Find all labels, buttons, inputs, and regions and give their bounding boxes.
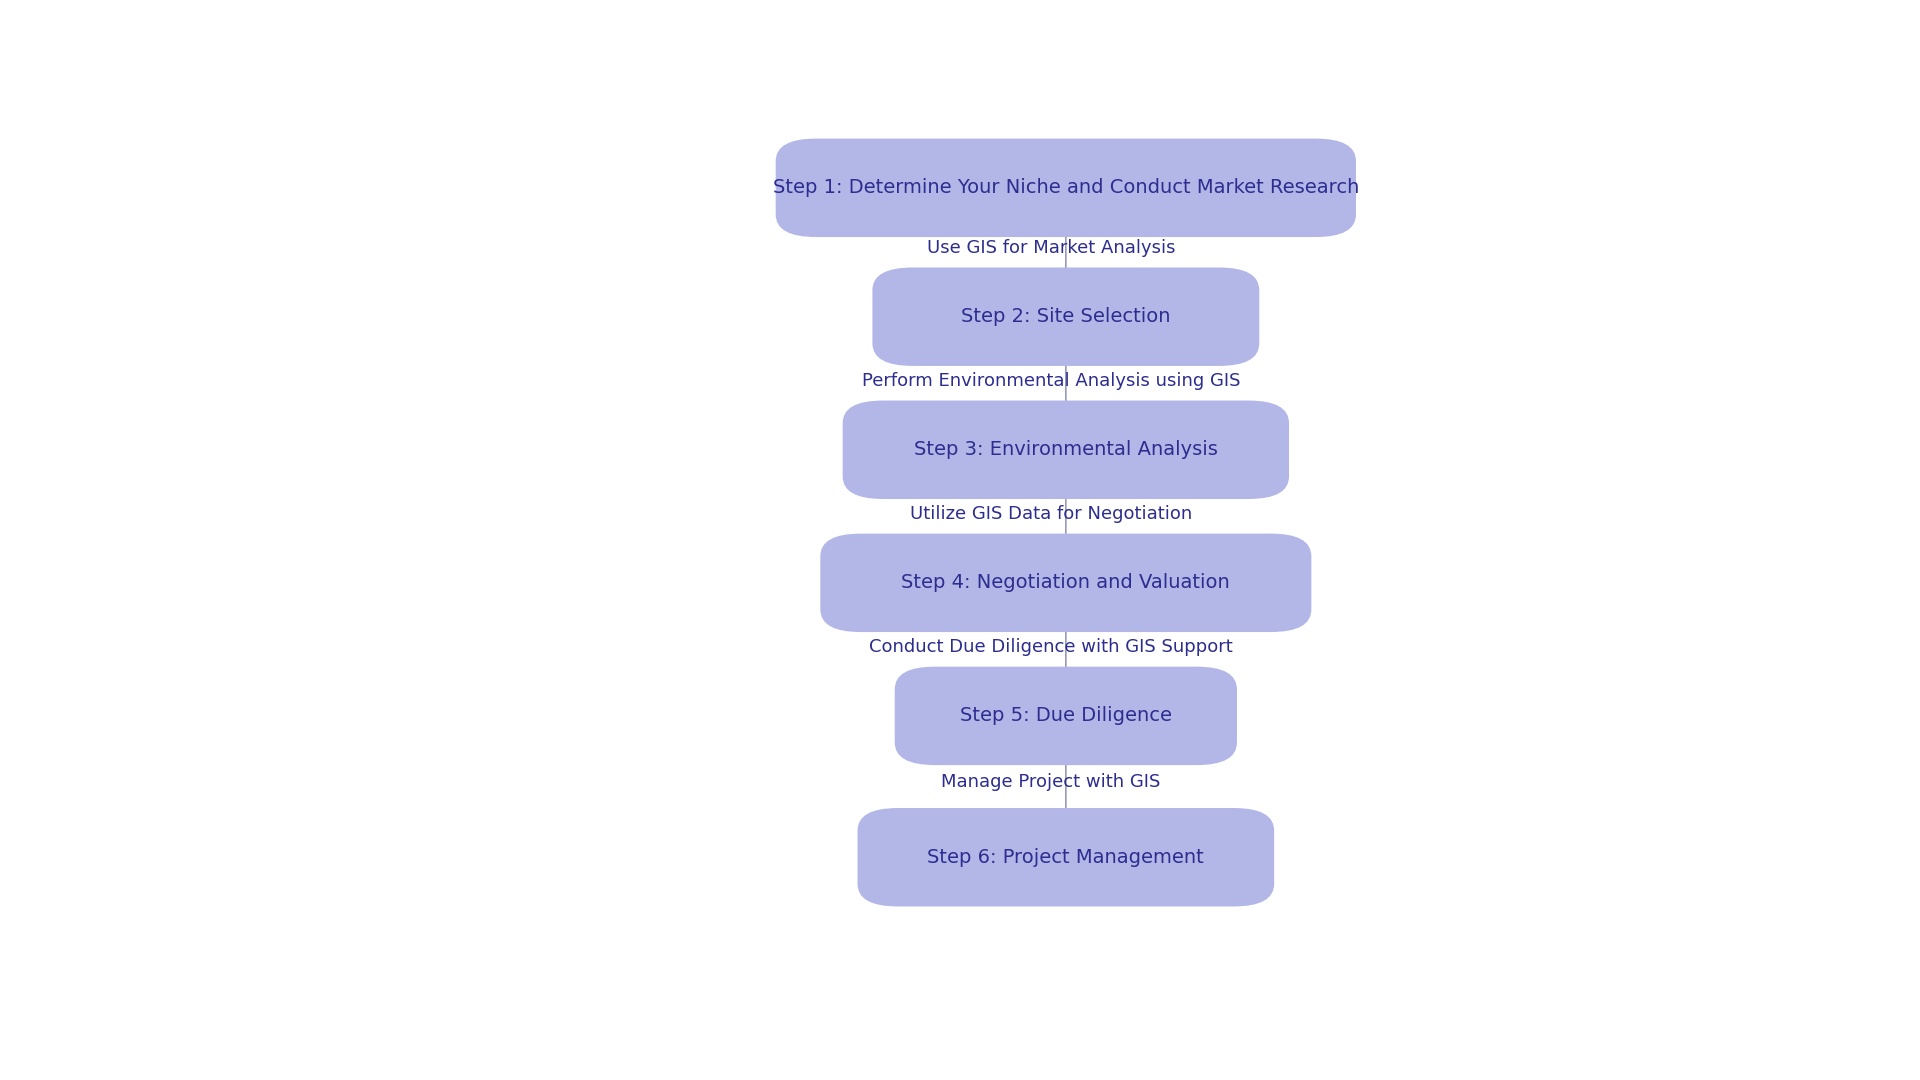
FancyBboxPatch shape (843, 401, 1288, 499)
Text: Step 2: Site Selection: Step 2: Site Selection (962, 307, 1171, 326)
Text: Step 6: Project Management: Step 6: Project Management (927, 848, 1204, 867)
Text: Use GIS for Market Analysis: Use GIS for Market Analysis (927, 239, 1175, 257)
FancyBboxPatch shape (776, 138, 1356, 237)
FancyBboxPatch shape (858, 808, 1275, 906)
FancyBboxPatch shape (895, 666, 1236, 765)
FancyBboxPatch shape (820, 534, 1311, 632)
Text: Step 3: Environmental Analysis: Step 3: Environmental Analysis (914, 441, 1217, 459)
FancyBboxPatch shape (872, 268, 1260, 366)
Text: Step 4: Negotiation and Valuation: Step 4: Negotiation and Valuation (902, 573, 1231, 592)
Text: Manage Project with GIS: Manage Project with GIS (941, 773, 1162, 792)
Text: Perform Environmental Analysis using GIS: Perform Environmental Analysis using GIS (862, 372, 1240, 390)
Text: Conduct Due Diligence with GIS Support: Conduct Due Diligence with GIS Support (870, 638, 1233, 656)
Text: Step 5: Due Diligence: Step 5: Due Diligence (960, 706, 1171, 726)
Text: Step 1: Determine Your Niche and Conduct Market Research: Step 1: Determine Your Niche and Conduct… (772, 178, 1359, 198)
Text: Utilize GIS Data for Negotiation: Utilize GIS Data for Negotiation (910, 504, 1192, 523)
